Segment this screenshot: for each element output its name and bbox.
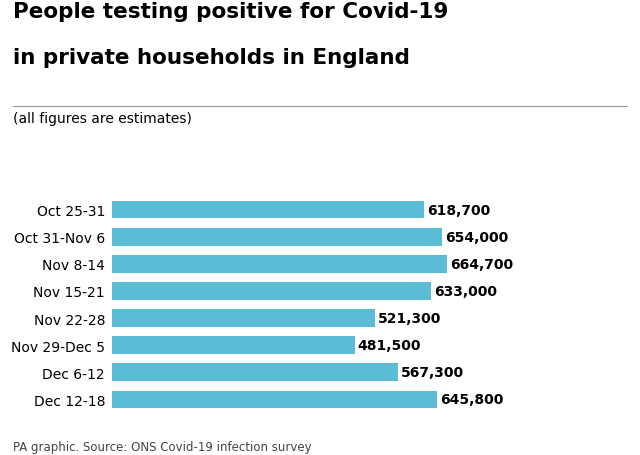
Text: 654,000: 654,000: [445, 230, 508, 244]
Text: 645,800: 645,800: [440, 393, 504, 406]
Text: 618,700: 618,700: [427, 203, 490, 217]
Text: in private households in England: in private households in England: [13, 48, 410, 68]
Text: PA graphic. Source: ONS Covid-19 infection survey: PA graphic. Source: ONS Covid-19 infecti…: [13, 440, 312, 453]
Text: 664,700: 664,700: [450, 258, 513, 271]
Bar: [112, 283, 431, 300]
Bar: [112, 364, 398, 381]
Text: 481,500: 481,500: [358, 339, 421, 352]
Bar: [112, 256, 447, 273]
Bar: [112, 228, 442, 246]
Text: (all figures are estimates): (all figures are estimates): [13, 111, 191, 126]
Text: 521,300: 521,300: [378, 311, 441, 325]
Text: 567,300: 567,300: [401, 365, 464, 379]
Bar: [112, 202, 424, 219]
Bar: [112, 337, 355, 354]
Bar: [112, 391, 438, 408]
Text: People testing positive for Covid-19: People testing positive for Covid-19: [13, 2, 448, 22]
Bar: [112, 309, 375, 327]
Text: 633,000: 633,000: [434, 284, 497, 298]
